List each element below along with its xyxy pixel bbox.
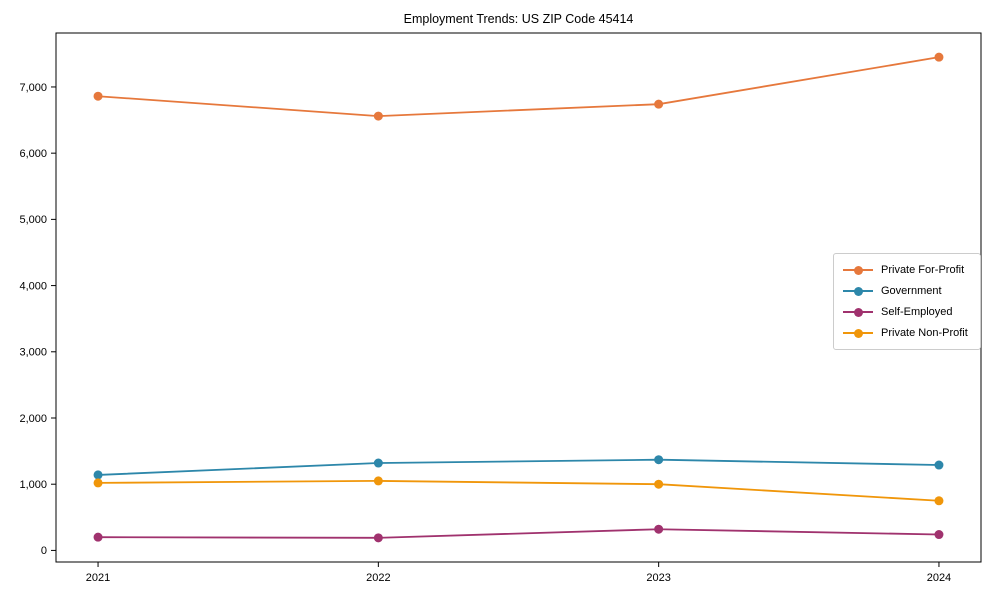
chart-legend: Private For-Profit Government Self-Employe… (833, 253, 981, 350)
x-axis-tick-label: 2022 (366, 572, 390, 584)
series-line-private-for-profit (97, 56, 940, 117)
legend-label: Government (881, 284, 942, 297)
chart-title: Employment Trends: US ZIP Code 45414 (403, 12, 634, 26)
legend-label: Private For-Profit (881, 263, 965, 276)
legend-marker-private-non-profit-icon (843, 328, 873, 339)
x-axis-tick-label: 2023 (646, 572, 670, 584)
legend-item-government: Government (843, 280, 971, 301)
series-line-government (98, 458, 939, 476)
x-axis-tick-label: 2024 (927, 572, 951, 584)
data-point-private-non-profit (934, 496, 944, 506)
legend-label: Private Non-Profit (881, 327, 968, 340)
legend-item-self-employed: Self-Employed (843, 302, 971, 323)
y-axis-tick-label: 5,000 (19, 214, 47, 226)
data-point-government (373, 458, 383, 468)
y-axis-tick-label: 7,000 (19, 82, 47, 94)
data-point-self-employed (654, 524, 664, 534)
data-point-self-employed (93, 532, 103, 542)
data-point-private-for-profit (654, 99, 664, 109)
data-point-private-non-profit (93, 478, 103, 488)
x-axis-tick-label: 2021 (86, 572, 110, 584)
legend-item-private-non-profit: Private Non-Profit (843, 323, 971, 344)
data-point-self-employed (934, 530, 944, 540)
data-point-private-for-profit (93, 91, 103, 101)
y-axis-tick-label: 0 (41, 545, 47, 557)
y-axis-tick-label: 6,000 (19, 148, 47, 160)
legend-item-private-for-profit: Private For-Profit (843, 259, 971, 280)
data-point-government (654, 455, 664, 465)
series-line-self-employed (98, 528, 939, 539)
series-line-private-non-profit (98, 479, 940, 502)
legend-marker-self-employed-icon (843, 307, 873, 318)
y-axis-tick-label: 2,000 (19, 413, 47, 425)
legend-marker-private-for-profit-icon (843, 265, 873, 275)
data-point-private-non-profit (654, 479, 664, 489)
y-axis-tick-label: 4,000 (19, 280, 47, 292)
plot-border (55, 32, 982, 563)
data-point-private-non-profit (373, 476, 383, 486)
data-point-self-employed (373, 533, 383, 543)
data-point-private-for-profit (934, 52, 944, 62)
y-axis-tick-label: 1,000 (19, 479, 47, 491)
y-axis-tick-label: 3,000 (19, 347, 47, 359)
legend-marker-government-icon (843, 286, 873, 296)
data-point-government (93, 470, 103, 480)
data-point-government (934, 460, 944, 470)
data-point-private-for-profit (373, 111, 383, 121)
legend-label: Self-Employed (881, 306, 953, 319)
